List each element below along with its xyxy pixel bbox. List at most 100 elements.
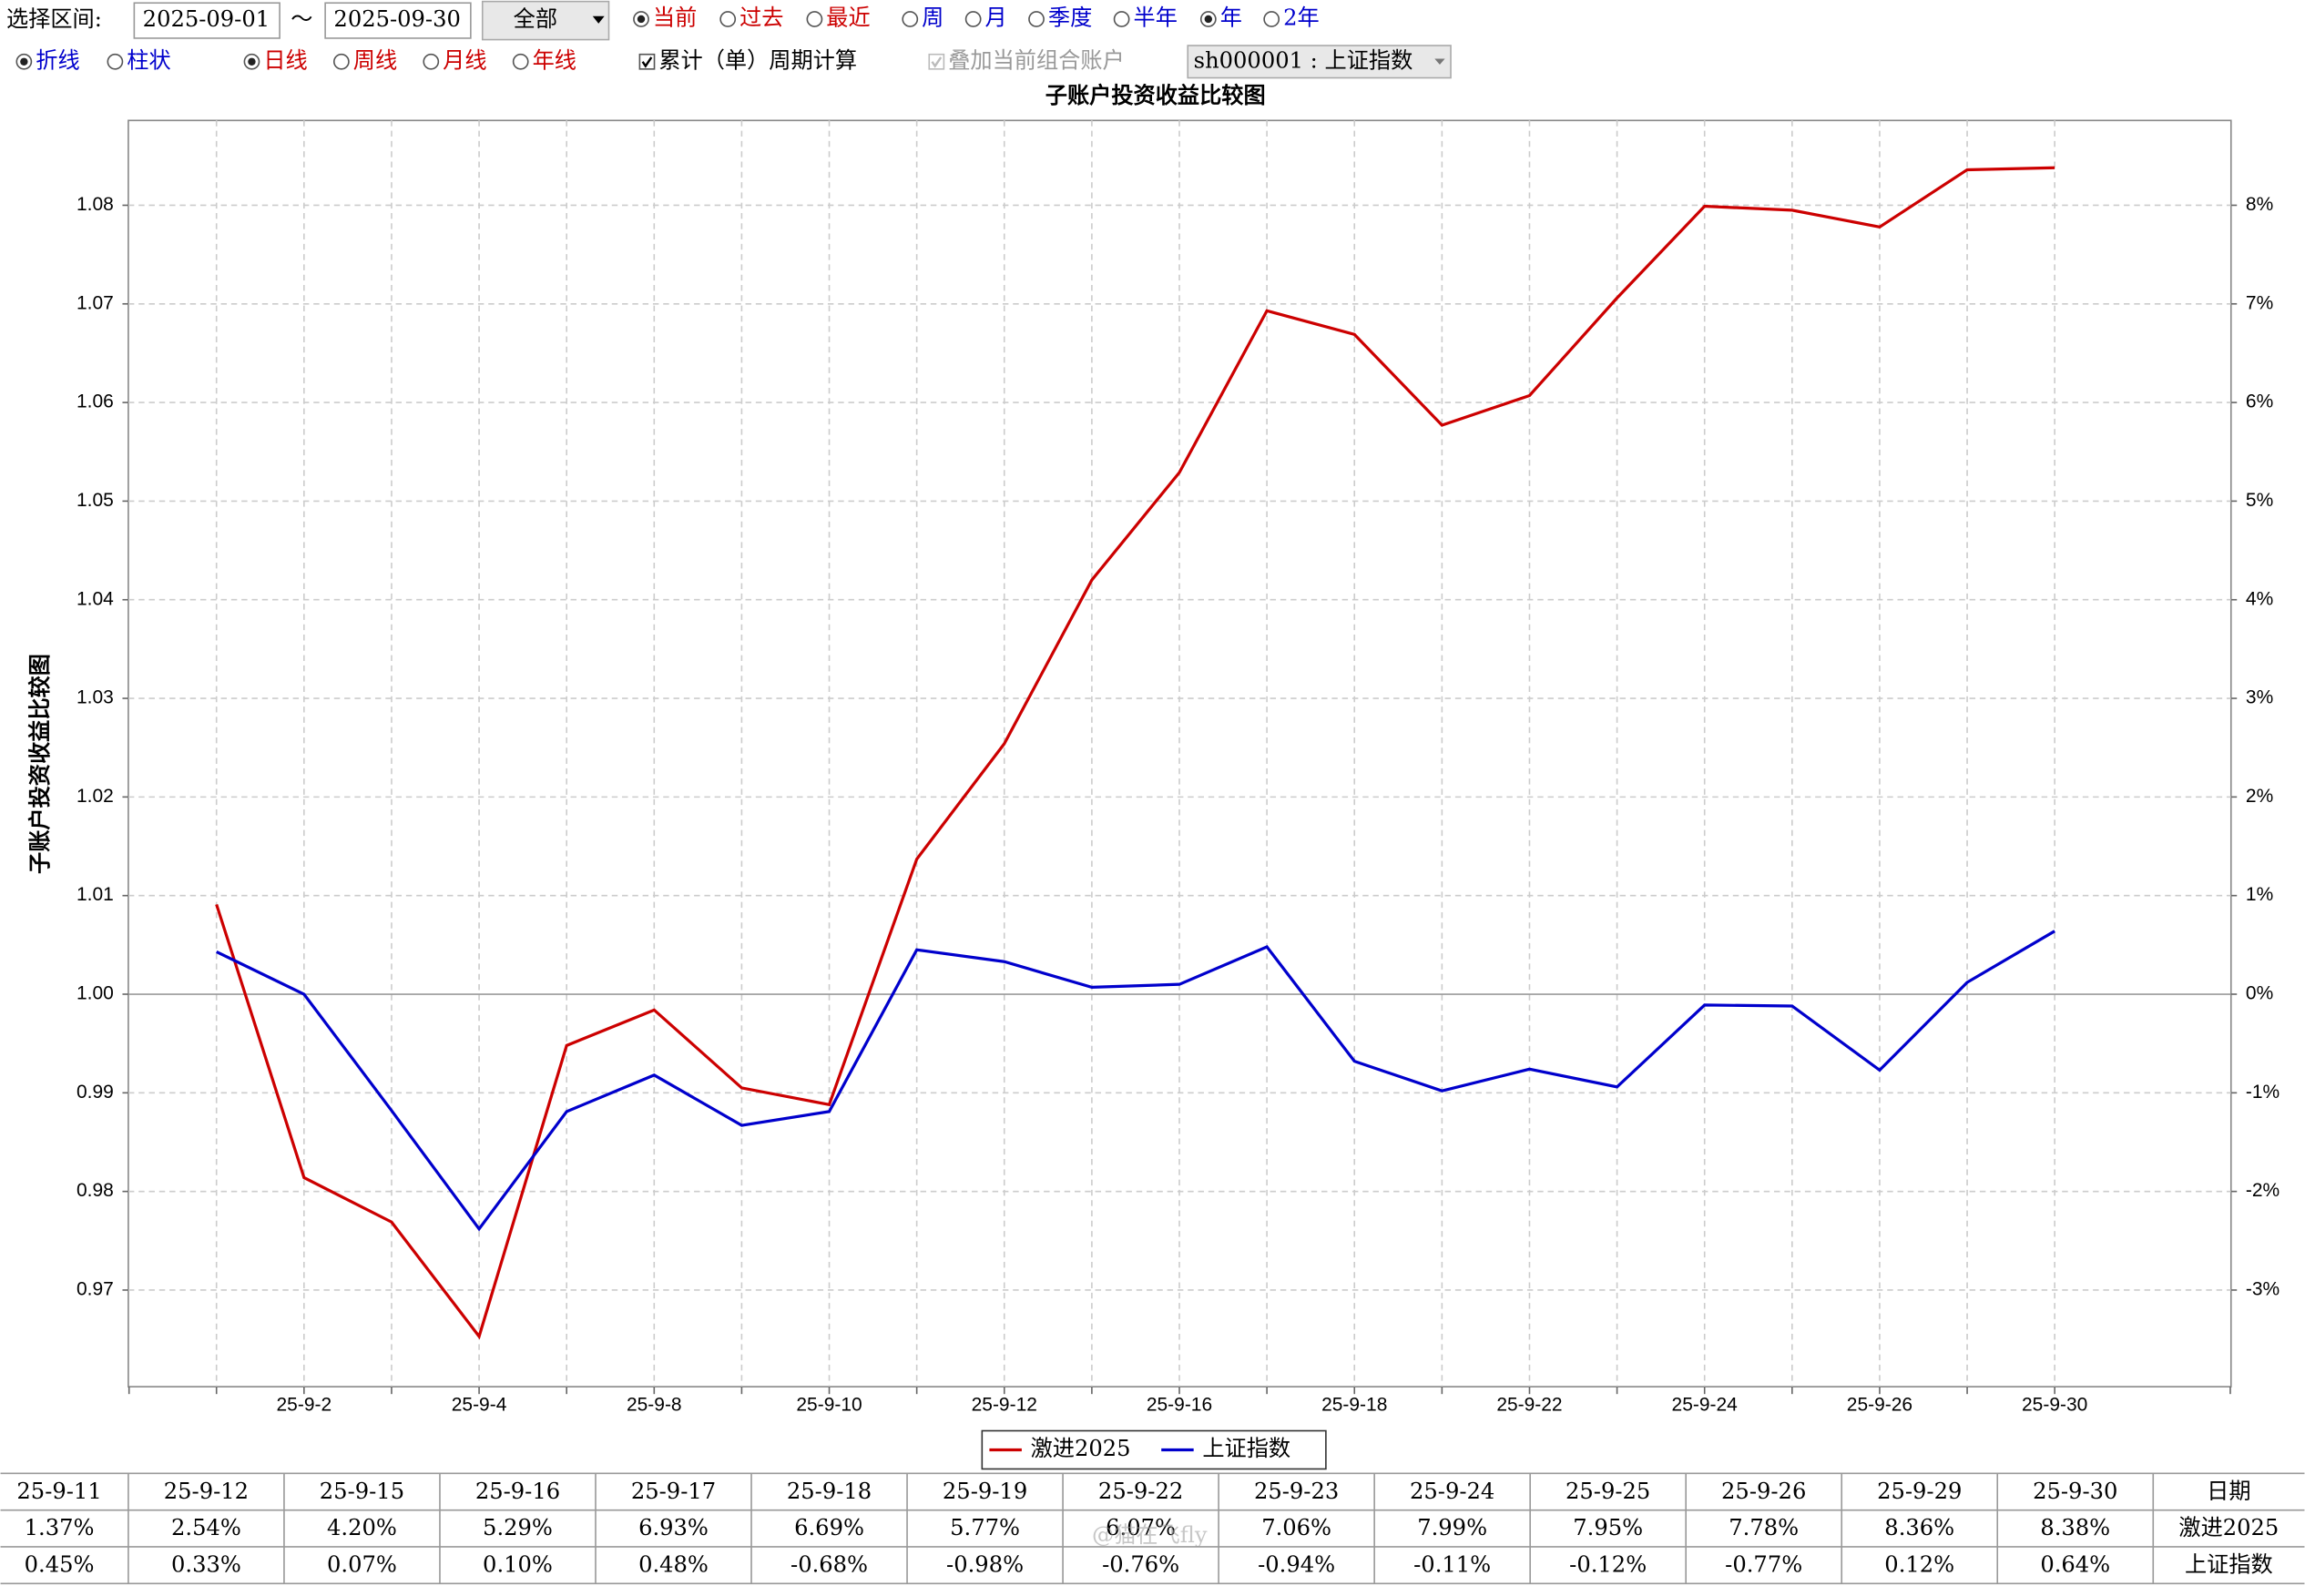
table-cell: -0.77%: [1725, 1551, 1802, 1577]
y-tick-label: 0.97: [76, 1279, 114, 1300]
dropdown-arrow: [592, 15, 605, 24]
legend-label: 激进2025: [1031, 1436, 1131, 1461]
y2-tick-label: 3%: [2246, 687, 2273, 708]
table-cell: 8.38%: [2040, 1515, 2110, 1540]
radio-label[interactable]: 周: [922, 5, 943, 30]
y2-tick-label: 0%: [2246, 983, 2273, 1004]
table-cell: 8.36%: [1884, 1515, 1954, 1540]
x-tick-label: 25-9-8: [627, 1395, 682, 1416]
table-cell: 5.77%: [950, 1515, 1020, 1540]
check-mark: [931, 56, 943, 68]
table-cell: -0.94%: [1258, 1551, 1335, 1577]
table-cell: 25-9-19: [943, 1479, 1027, 1504]
checkbox-label[interactable]: 累计（单）周期计算: [658, 47, 857, 73]
radio-button[interactable]: [719, 11, 737, 27]
table-cell: 0.45%: [25, 1551, 95, 1577]
check-mark: [641, 56, 653, 68]
radio-label[interactable]: 季度: [1048, 5, 1092, 30]
table-cell: 1.37%: [25, 1515, 95, 1540]
table-cell: 7.95%: [1573, 1515, 1643, 1540]
checkbox-label: 叠加当前组合账户: [948, 47, 1125, 73]
y2-tick-label: 6%: [2246, 391, 2273, 412]
y2-tick-label: 7%: [2246, 292, 2273, 313]
table-cell: -0.11%: [1413, 1551, 1491, 1577]
y-tick-label: 1.05: [76, 490, 114, 511]
table-cell: 25-9-30: [2033, 1479, 2117, 1504]
legend: [981, 1429, 1327, 1470]
y-tick-label: 1.01: [76, 884, 114, 905]
table-cell: 25-9-17: [631, 1479, 716, 1504]
radio-button[interactable]: [902, 11, 919, 27]
index-select[interactable]: [1187, 45, 1452, 79]
y2-tick-label: 2%: [2246, 786, 2273, 807]
table-cell: 25-9-23: [1254, 1479, 1339, 1504]
x-tick-label: 25-9-18: [1321, 1395, 1387, 1416]
radio-button[interactable]: [806, 11, 823, 27]
radio-label[interactable]: 年: [1220, 5, 1242, 30]
checkbox[interactable]: [638, 53, 656, 70]
radio-label[interactable]: 周线: [353, 47, 397, 73]
date-value[interactable]: 2025-09-01: [143, 6, 270, 32]
radio-label[interactable]: 最近: [826, 5, 870, 30]
radio-label[interactable]: 2年: [1283, 5, 1320, 30]
date-value[interactable]: 2025-09-30: [333, 6, 460, 32]
table-cell: 上证指数: [2185, 1551, 2273, 1577]
scope-value[interactable]: 全部: [514, 6, 557, 32]
table-cell: 激进2025: [2178, 1515, 2279, 1540]
radio-label[interactable]: 当前: [653, 5, 697, 30]
table-cell: 6.69%: [794, 1515, 864, 1540]
date-input[interactable]: [133, 2, 280, 39]
y-tick-label: 0.99: [76, 1082, 114, 1103]
radio-label[interactable]: 柱状: [127, 47, 170, 73]
index-value[interactable]: sh000001 : 上证指数: [1194, 47, 1413, 73]
y-tick-label: 1.02: [76, 786, 114, 807]
radio-button[interactable]: [964, 11, 982, 27]
date-input[interactable]: [324, 2, 472, 39]
table-cell: 7.78%: [1729, 1515, 1799, 1540]
radio-button[interactable]: [1113, 11, 1130, 27]
radio-button[interactable]: [332, 53, 350, 70]
table-cell: 25-9-25: [1566, 1479, 1650, 1504]
radio-label[interactable]: 年线: [533, 47, 576, 73]
scope-select[interactable]: [481, 0, 610, 41]
table-cell: 25-9-15: [320, 1479, 404, 1504]
table-cell: 7.06%: [1261, 1515, 1331, 1540]
x-tick-label: 25-9-2: [277, 1395, 332, 1416]
range-label: 选择区间:: [6, 6, 102, 32]
radio-button[interactable]: [1028, 11, 1045, 27]
radio-dot: [20, 57, 28, 66]
table-cell: 25-9-12: [164, 1479, 249, 1504]
radio-label[interactable]: 过去: [739, 5, 783, 30]
x-tick-label: 25-9-26: [1847, 1395, 1912, 1416]
x-tick-label: 25-9-24: [1672, 1395, 1739, 1416]
y2-tick-label: -1%: [2246, 1082, 2280, 1103]
table-cell: 2.54%: [171, 1515, 241, 1540]
table-cell: 25-9-22: [1098, 1479, 1183, 1504]
x-tick-label: 25-9-16: [1147, 1395, 1212, 1416]
table-cell: 7.99%: [1417, 1515, 1487, 1540]
dropdown-arrow: [1434, 58, 1445, 65]
legend-label: 上证指数: [1202, 1436, 1290, 1461]
radio-button[interactable]: [1263, 11, 1280, 27]
radio-label[interactable]: 月线: [443, 47, 486, 73]
y-tick-label: 1.00: [76, 983, 114, 1004]
radio-button[interactable]: [512, 53, 529, 70]
table-cell: -0.68%: [790, 1551, 868, 1577]
radio-label[interactable]: 半年: [1134, 5, 1178, 30]
table-cell: 0.64%: [2040, 1551, 2110, 1577]
radio-label[interactable]: 折线: [36, 47, 79, 73]
radio-button[interactable]: [107, 53, 124, 70]
radio-label[interactable]: 月: [985, 5, 1007, 30]
x-tick-label: 25-9-30: [2022, 1395, 2087, 1416]
x-tick-label: 25-9-10: [796, 1395, 862, 1416]
table-cell: 25-9-29: [1877, 1479, 1962, 1504]
radio-dot: [1204, 15, 1213, 24]
table-cell: -0.98%: [946, 1551, 1024, 1577]
radio-dot: [248, 57, 256, 66]
series-line: [216, 930, 2055, 1232]
radio-label[interactable]: 日线: [263, 47, 307, 73]
table-cell: -0.76%: [1102, 1551, 1179, 1577]
y-tick-label: 1.06: [76, 391, 114, 412]
radio-button[interactable]: [423, 53, 440, 70]
y2-tick-label: -2%: [2246, 1180, 2280, 1201]
